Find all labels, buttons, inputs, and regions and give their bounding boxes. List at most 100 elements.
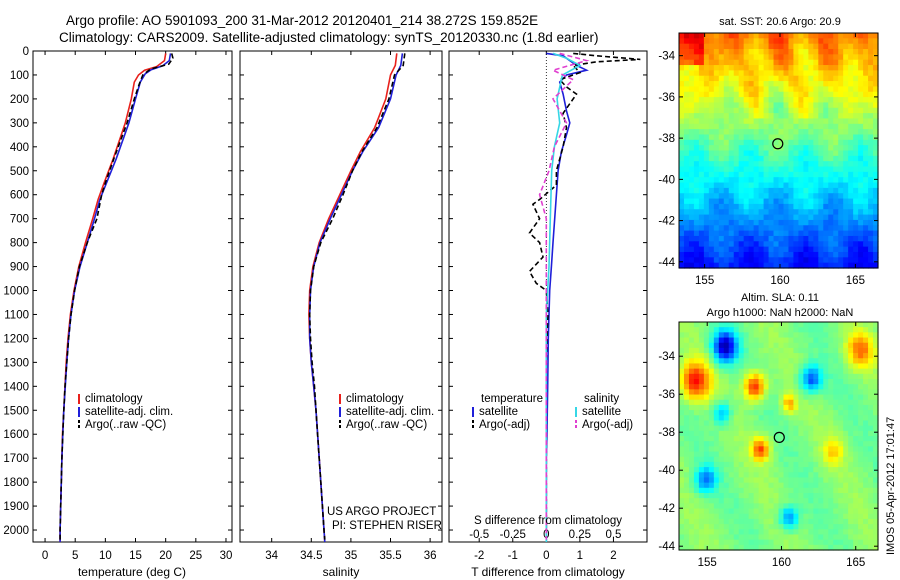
map-cell xyxy=(713,524,720,530)
map-cell xyxy=(688,193,695,200)
map-cell xyxy=(679,113,685,120)
lat-tick-label: -34 xyxy=(658,51,675,63)
map-cell xyxy=(703,166,710,173)
map-cell xyxy=(773,394,780,401)
map-cell xyxy=(858,368,864,375)
map-cell xyxy=(793,493,799,499)
map-cell xyxy=(728,415,735,422)
map-cell xyxy=(828,415,834,422)
map-cell xyxy=(703,446,710,453)
map-cell xyxy=(708,534,715,541)
map-cell xyxy=(703,65,710,71)
map-cell xyxy=(783,534,790,541)
map-cell xyxy=(798,358,804,365)
map-cell xyxy=(733,123,740,130)
map-cell xyxy=(758,65,765,71)
depth-tick-label: 2000 xyxy=(3,525,29,537)
map-cell xyxy=(713,113,720,120)
map-cell xyxy=(703,198,710,205)
map-cell xyxy=(798,379,804,385)
map-cell xyxy=(778,384,785,390)
map-cell xyxy=(748,171,755,178)
map-cell xyxy=(683,461,690,468)
map-cell xyxy=(743,113,750,120)
map-cell xyxy=(703,235,710,242)
map-cell xyxy=(808,518,814,525)
map-cell xyxy=(853,342,859,349)
map-cell xyxy=(853,529,859,536)
map-cell xyxy=(748,368,755,375)
map-cell xyxy=(823,43,829,50)
map-cell xyxy=(843,399,849,406)
map-cell xyxy=(763,420,770,427)
map-cell xyxy=(763,493,770,499)
map-cell xyxy=(713,251,720,258)
map-cell xyxy=(828,467,834,473)
map-cell xyxy=(693,251,700,258)
map-cell xyxy=(798,441,804,447)
map-cell xyxy=(818,75,824,82)
depth-tick-label: 300 xyxy=(10,118,29,130)
map-cell xyxy=(853,257,859,264)
map-cell xyxy=(703,225,710,232)
map-cell xyxy=(838,150,844,157)
map-cell xyxy=(763,342,770,349)
map-cell xyxy=(808,70,814,77)
map-cell xyxy=(723,150,730,157)
map-cell xyxy=(823,544,829,551)
map-cell xyxy=(818,129,824,136)
map-cell xyxy=(858,209,864,216)
map-cell xyxy=(679,477,685,484)
map-cell xyxy=(703,436,710,442)
map-cell xyxy=(753,123,760,130)
map-cell xyxy=(708,493,715,499)
map-cell xyxy=(778,123,785,130)
map-cell xyxy=(688,54,695,61)
map-cell xyxy=(763,337,770,344)
map-cell xyxy=(679,203,685,210)
map-cell xyxy=(758,363,765,370)
map-cell xyxy=(738,529,745,536)
map-cell xyxy=(753,102,760,109)
map-cell xyxy=(868,503,874,510)
map-cell xyxy=(783,446,790,453)
map-cell xyxy=(873,436,879,442)
map-cell xyxy=(853,107,859,114)
map-cell xyxy=(693,134,700,141)
map-cell xyxy=(868,102,874,109)
map-cell xyxy=(688,472,695,479)
map-cell xyxy=(848,225,854,232)
map-cell xyxy=(778,225,785,232)
map-cell xyxy=(838,155,844,162)
map-cell xyxy=(793,327,799,333)
map-cell xyxy=(868,75,874,82)
map-cell xyxy=(743,193,750,200)
map-cell xyxy=(868,123,874,130)
map-cell xyxy=(858,59,864,66)
map-cell xyxy=(863,353,869,359)
map-cell xyxy=(683,363,690,370)
map-cell xyxy=(783,436,790,442)
map-cell xyxy=(763,102,770,109)
map-cell xyxy=(679,534,685,541)
map-cell xyxy=(683,118,690,125)
map-cell xyxy=(803,384,809,390)
map-cell xyxy=(808,524,814,530)
map-cell xyxy=(803,145,809,152)
map-cell xyxy=(843,322,849,328)
map-cell xyxy=(848,322,854,328)
map-cell xyxy=(723,209,730,216)
map-cell xyxy=(848,49,854,55)
map-cell xyxy=(723,129,730,136)
map-cell xyxy=(793,129,799,136)
map-cell xyxy=(758,399,765,406)
map-cell xyxy=(853,373,859,380)
map-cell xyxy=(718,332,725,339)
map-cell xyxy=(743,363,750,370)
map-cell xyxy=(863,257,869,264)
map-cell xyxy=(813,539,819,546)
map-cell xyxy=(693,389,700,396)
map-cell xyxy=(873,394,879,401)
map-cell xyxy=(778,410,785,416)
map-cell xyxy=(763,49,770,55)
